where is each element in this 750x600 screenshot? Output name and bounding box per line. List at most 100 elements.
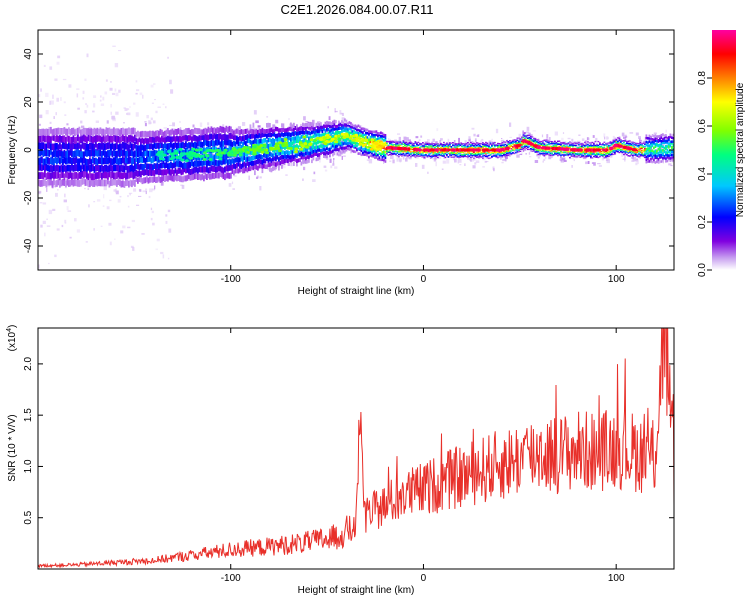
heatmap-band-cell [542,152,544,155]
heatmap-band-cell [458,156,460,159]
heatmap-band-cell [50,172,52,180]
heatmap-band-cell [494,144,496,146]
heatmap-noise-cell [268,141,271,146]
heatmap-band-cell [500,151,502,154]
heatmap-band-cell [465,152,468,155]
heatmap-band-cell [111,136,114,143]
heatmap-band-cell [191,129,193,136]
heatmap-band-cell [276,137,279,142]
heatmap-band-cell [320,151,322,156]
heatmap-noise-cell [513,151,516,155]
heatmap-band-cell [269,132,271,138]
heatmap-band-cell [140,171,142,178]
heatmap-noise-cell [470,155,474,158]
heatmap-band-cell [83,156,85,164]
heatmap-band-cell [326,127,328,131]
heatmap-noise-cell [282,165,286,169]
heatmap-band-cell [489,157,492,159]
heatmap-band-cell [114,128,117,136]
heatmap-band-cell [329,150,331,154]
heatmap-band-cell [321,133,324,137]
heatmap-band-cell [105,142,108,150]
heatmap-noise-cell [529,149,534,153]
heatmap-band-cell [158,130,160,137]
heatmap-band-cell [180,148,183,155]
heatmap-band-cell [255,165,258,170]
heatmap-band-cell [318,133,321,137]
heatmap-noise-cell [304,151,306,153]
heatmap-band-cell [171,128,174,135]
heatmap-noise-cell [578,134,581,136]
heatmap-band-cell [377,137,379,140]
heatmap-band-cell [615,150,618,152]
heatmap-noise-cell [542,160,544,163]
heatmap-band-cell [180,161,183,168]
heatmap-band-cell [317,122,319,126]
heatmap-band-cell [131,149,133,157]
heatmap-band-cell [477,156,480,158]
heatmap-band-cell [93,143,96,151]
heatmap-band-cell [554,145,556,147]
heatmap-band-cell [546,145,549,147]
heatmap-band-cell [570,152,573,154]
heatmap-band-cell [545,148,547,151]
heatmap-band-cell [492,144,495,146]
heatmap-band-cell [213,140,216,147]
heatmap-band-cell [110,135,112,143]
heatmap-band-cell [620,148,622,151]
heatmap-band-cell [188,162,190,168]
heatmap-band-cell [519,143,522,145]
heatmap-noise-cell [46,186,51,188]
heatmap-band-cell [444,151,447,153]
heatmap-band-cell [213,160,216,167]
heatmap-band-cell [269,128,271,133]
heatmap-band-cell [504,143,507,146]
heatmap-band-cell [408,146,411,149]
heatmap-band-cell [119,165,121,172]
heatmap-noise-cell [532,130,537,132]
heatmap-band-cell [240,144,243,150]
heatmap-band-cell [414,151,417,153]
heatmap-band-cell [312,149,315,154]
heatmap-band-cell [84,158,87,165]
heatmap-noise-cell [128,192,133,194]
heatmap-noise-cell [471,159,474,162]
heatmap-band-cell [116,164,118,172]
heatmap-band-cell [134,158,136,165]
heatmap-band-cell [48,142,51,149]
heatmap-band-cell [384,136,387,139]
heatmap-noise-cell [173,128,176,132]
heatmap-noise-cell [251,138,255,141]
heatmap-band-cell [392,150,394,153]
heatmap-band-cell [77,149,79,157]
heatmap-band-cell [456,153,459,156]
heatmap-band-cell [420,150,423,152]
heatmap-band-cell [236,168,238,174]
heatmap-band-cell [458,150,460,152]
heatmap-noise-cell [275,119,279,124]
heatmap-band-cell [288,155,291,160]
heatmap-band-cell [149,150,151,157]
heatmap-band-cell [347,129,349,133]
heatmap-band-cell [263,163,265,169]
heatmap-band-cell [422,149,424,152]
heatmap-band-cell [87,134,90,142]
heatmap-band-cell [185,128,187,135]
heatmap-noise-cell [112,45,116,47]
heatmap-band-cell [299,152,301,157]
heatmap-noise-cell [146,115,149,119]
heatmap-band-cell [438,149,441,151]
heatmap-band-cell [327,127,330,132]
heatmap-band-cell [176,135,178,142]
heatmap-band-cell [62,135,64,143]
heatmap-band-cell [179,175,181,182]
heatmap-band-cell [486,144,489,146]
heatmap-band-cell [479,151,481,153]
heatmap-noise-cell [334,166,338,169]
heatmap-band-cell [200,166,202,173]
heatmap-band-cell [395,144,397,147]
heatmap-noise-cell [40,88,42,92]
heatmap-band-cell [545,140,547,142]
heatmap-band-cell [141,130,144,137]
heatmap-band-cell [221,159,223,166]
